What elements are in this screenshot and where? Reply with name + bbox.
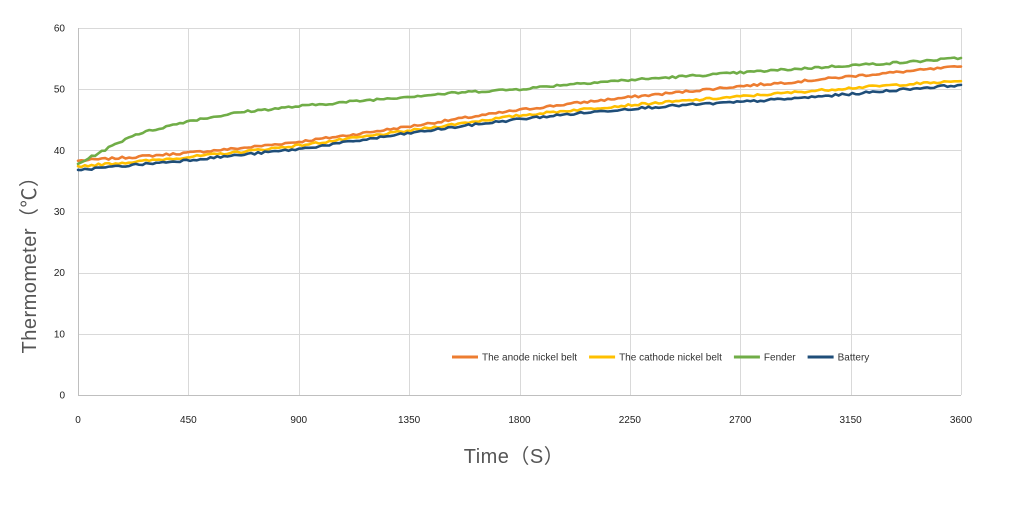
- x-tick-label: 450: [180, 415, 197, 426]
- x-tick-label: 2250: [619, 415, 642, 426]
- legend-item: The cathode nickel belt: [589, 353, 722, 364]
- grid-layer: [78, 28, 962, 395]
- series-layer: [76, 56, 963, 172]
- x-tick-label: 2700: [729, 415, 752, 426]
- legend-label: Battery: [838, 353, 870, 364]
- x-tick-label: 1350: [398, 415, 421, 426]
- y-tick-label: 60: [54, 24, 66, 35]
- x-tick-label: 3600: [950, 415, 973, 426]
- y-tick-label: 30: [54, 207, 66, 218]
- y-tick-label: 40: [54, 146, 66, 157]
- x-tick-label: 0: [75, 415, 81, 426]
- y-tick-label: 20: [54, 268, 66, 279]
- axis-layer: 0 10 20 30 40 50 60 0 450 900 1350 1800 2250 2700 3150…: [54, 24, 973, 427]
- x-tick-label: 1800: [508, 415, 531, 426]
- y-tick-label: 10: [54, 329, 66, 340]
- legend-label: Fender: [764, 353, 796, 364]
- legend-label: The anode nickel belt: [482, 353, 577, 364]
- x-tick-label: 3150: [840, 415, 863, 426]
- series-line-the-cathode-nickel-belt: [76, 79, 963, 169]
- series-line-fender: [76, 56, 963, 166]
- x-tick-label: 900: [290, 415, 307, 426]
- legend-label: The cathode nickel belt: [619, 353, 722, 364]
- legend-item: The anode nickel belt: [452, 353, 577, 364]
- y-axis-title: Thermometer（℃）: [18, 166, 41, 353]
- legend-item: Battery: [807, 353, 870, 364]
- y-tick-label: 0: [59, 391, 65, 402]
- legend-item: Fender: [733, 353, 796, 364]
- series-line-battery: [76, 83, 963, 172]
- x-axis-title: Time（S）: [464, 445, 565, 468]
- series-line-the-anode-nickel-belt: [76, 65, 963, 163]
- legend: The anode nickel belt The cathode nickel …: [452, 353, 869, 364]
- y-tick-label: 50: [54, 85, 66, 96]
